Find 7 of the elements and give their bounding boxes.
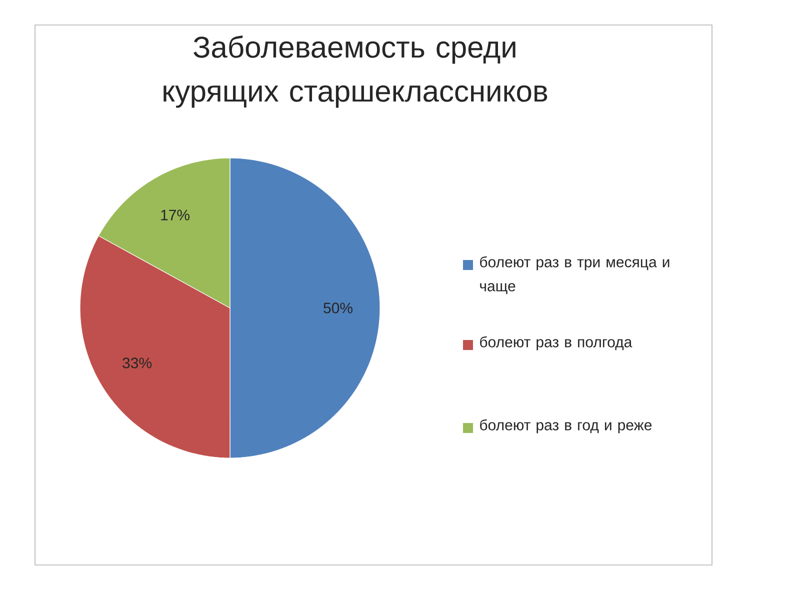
data-label: 50% — [324, 302, 352, 314]
legend-label: болеют раз в три месяца и чаще — [480, 256, 670, 294]
legend-label: болеют раз в полгода — [480, 336, 632, 350]
chart-title: Заболеваемость среди курящих старшеклассников — [164, 36, 548, 108]
legend-label: болеют раз в год и реже — [480, 419, 652, 434]
data-label: 33% — [122, 358, 152, 368]
data-label: 17% — [161, 210, 190, 220]
